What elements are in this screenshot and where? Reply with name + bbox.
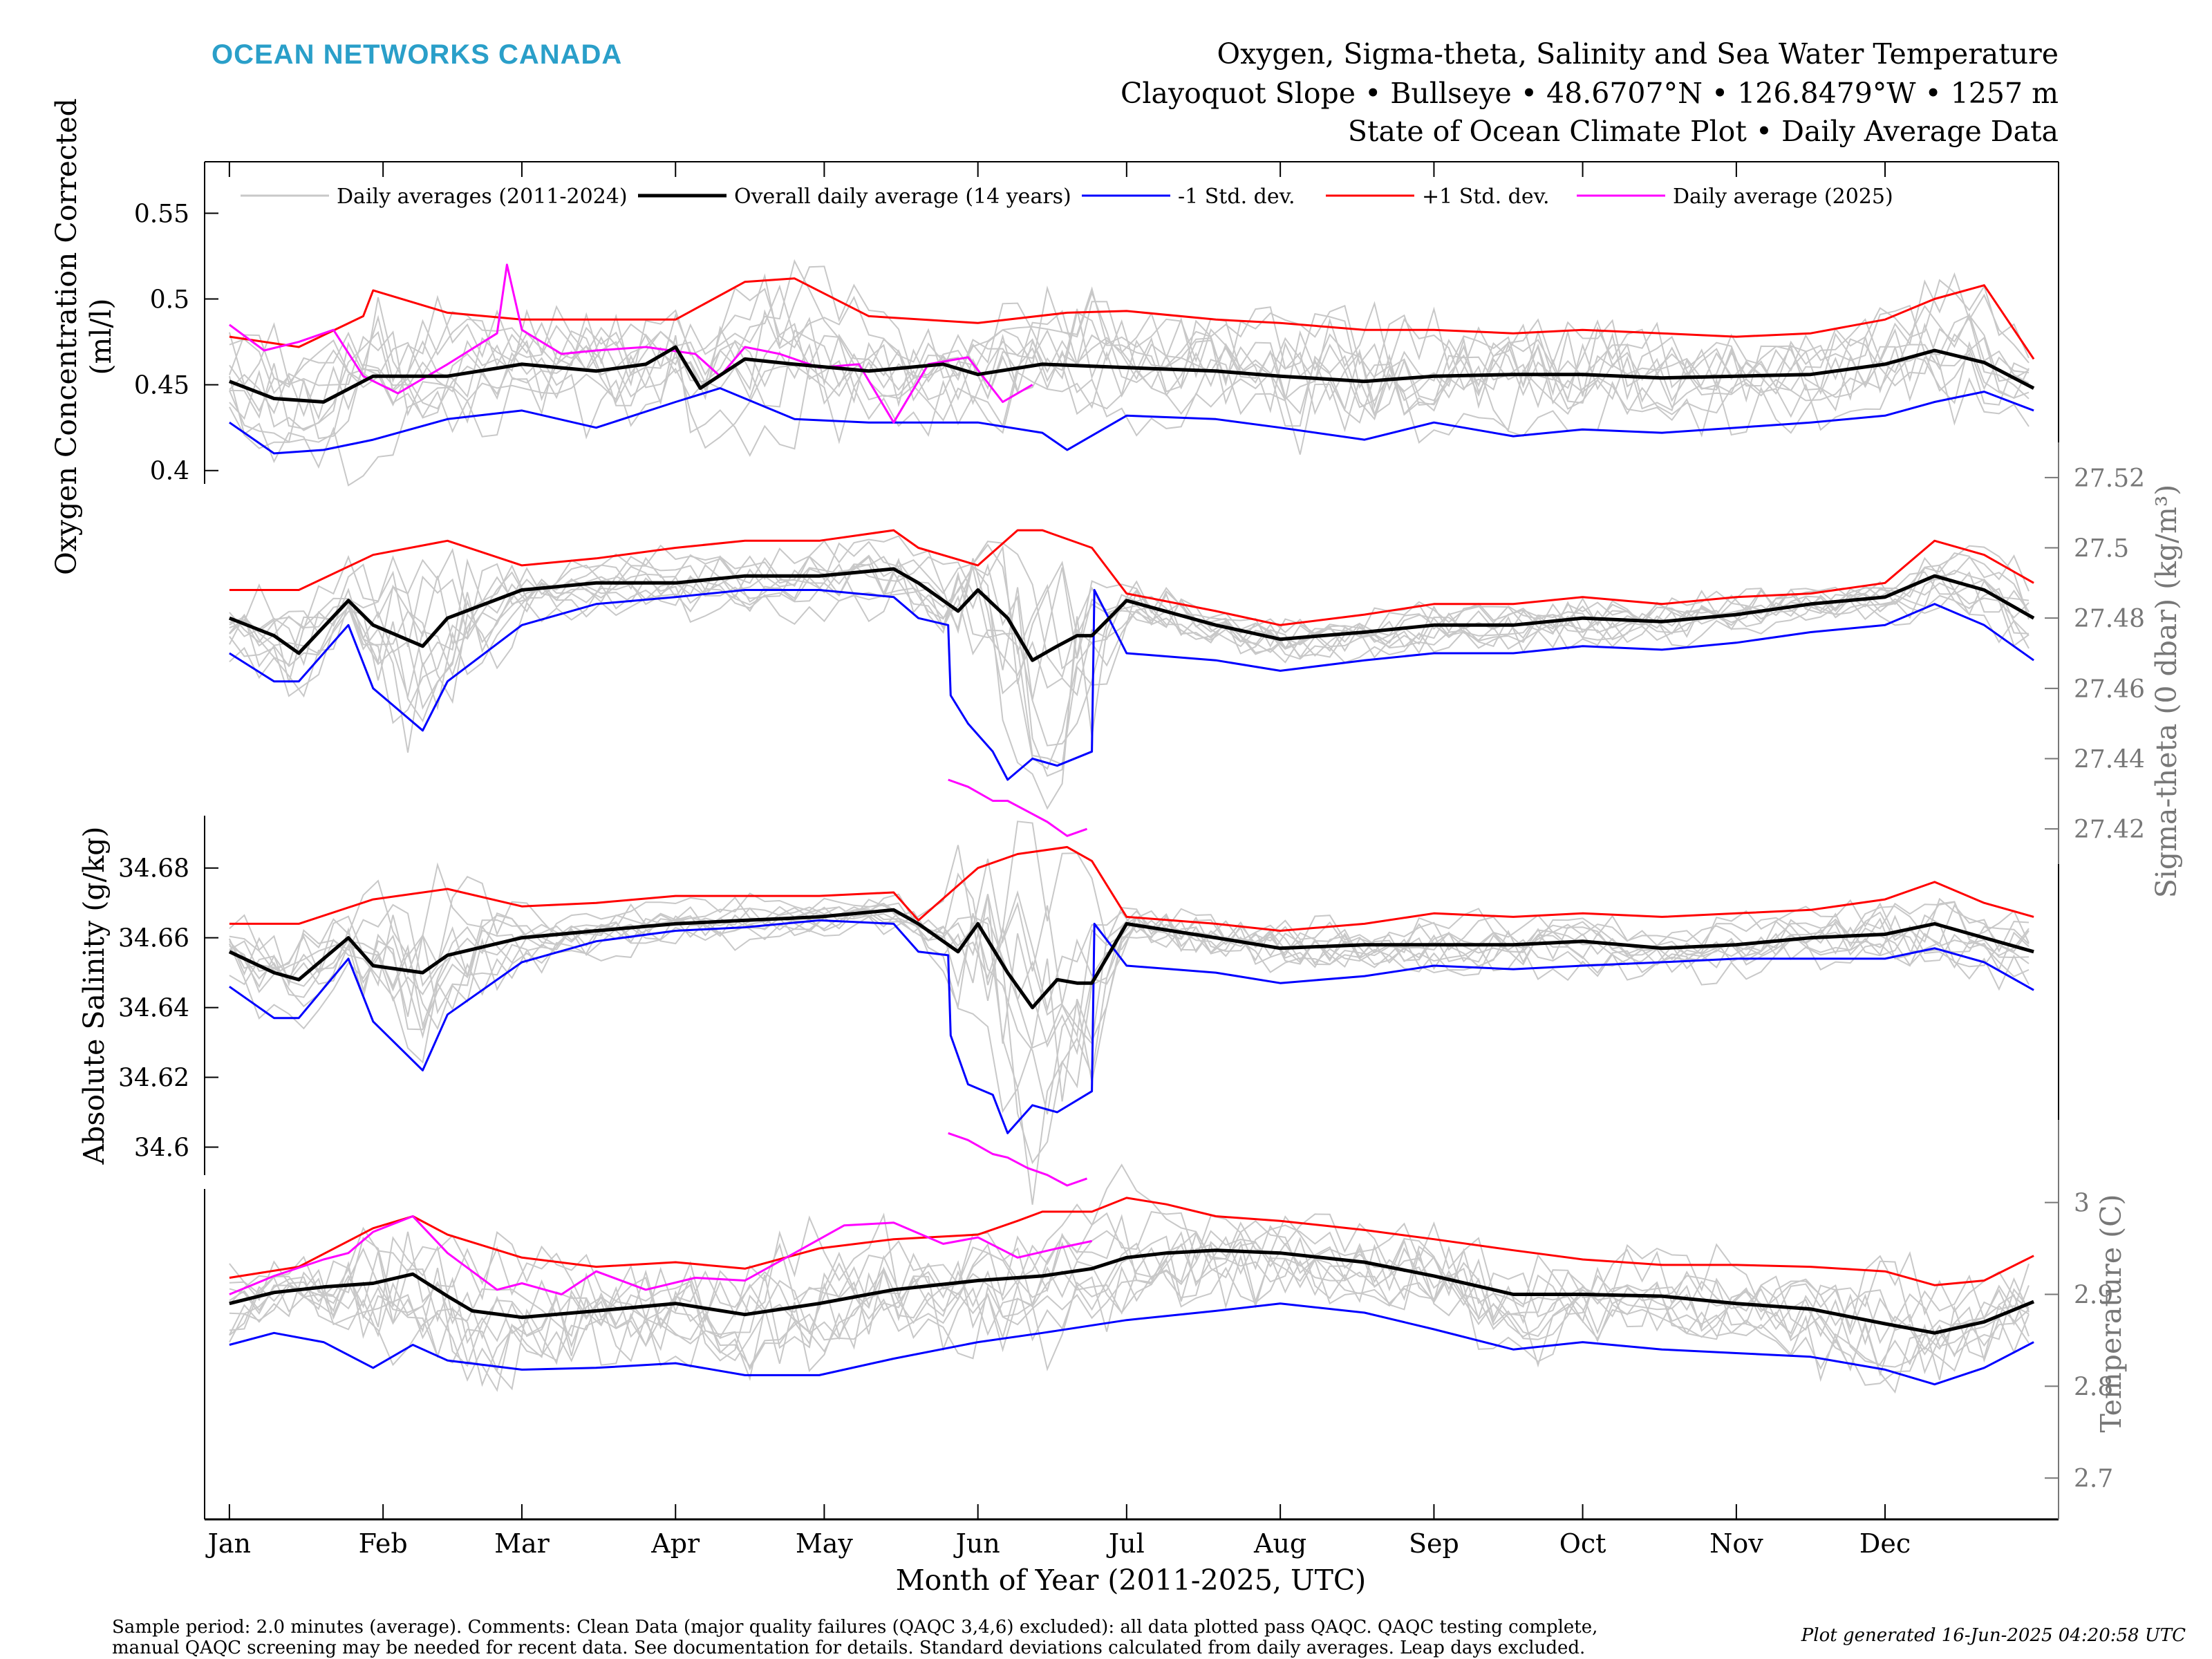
salinity-y-tick-label: 34.64	[118, 995, 189, 1023]
legend-label-overall-average: Overall daily average (14 years)	[734, 185, 1071, 209]
sigma-theta-daily-average-trace	[229, 556, 2030, 810]
oxygen-series-daily-average-2025-	[229, 263, 1033, 424]
x-tick-label: Jan	[205, 1528, 251, 1559]
sigma-theta-daily-average-trace	[229, 564, 2030, 747]
chart-title-line2: Clayoquot Slope • Bullseye • 48.6707°N •…	[1121, 77, 2059, 110]
sigma-theta-series-daily-average-2025-	[948, 778, 1087, 837]
oxygen-series--1-std-dev-	[229, 277, 2035, 360]
x-tick-label: Nov	[1709, 1528, 1763, 1559]
temperature-series-overall-daily-average-14-years-	[229, 1248, 2035, 1335]
temperature-y-tick-label: 2.7	[2074, 1465, 2113, 1493]
legend-label-daily-averages: Daily averages (2011-2024)	[337, 185, 628, 209]
oxygen-daily-average-trace	[228, 346, 2030, 487]
footer-generated: Plot generated 16-Jun-2025 04:20:58 UTC	[1801, 1625, 2186, 1646]
x-tick-label: Aug	[1253, 1528, 1306, 1559]
sigma-theta-series--1-std-dev-	[229, 529, 2034, 626]
sigma-theta-daily-average-trace	[229, 563, 2030, 700]
brand-logo-text: OCEAN NETWORKS CANADA	[212, 39, 622, 70]
salinity-series-overall-daily-average-14-years-	[228, 908, 2034, 1010]
temperature-y-tick-label: 2.8	[2074, 1373, 2113, 1401]
x-tick-label: Oct	[1559, 1528, 1606, 1559]
salinity-daily-average-trace	[229, 821, 2030, 987]
sigma-theta-series-overall-daily-average-14-years-	[228, 567, 2035, 662]
temperature-series--1-std-dev-	[229, 1302, 2034, 1386]
oxygen-y-tick-label: 0.55	[134, 200, 189, 228]
salinity-y-tick-label: 34.6	[134, 1134, 189, 1162]
salinity-daily-average-trace	[229, 845, 2030, 1038]
legend: Daily averages (2011-2024) Overall daily…	[241, 185, 1893, 209]
oxygen-y-tick-label: 0.4	[150, 458, 189, 486]
temperature-series--1-std-dev-	[229, 1197, 2034, 1286]
x-axis-label: Month of Year (2011-2025, UTC)	[896, 1564, 1367, 1597]
salinity-series--1-std-dev-	[229, 845, 2034, 932]
temperature-y-tick-label: 3	[2074, 1190, 2090, 1218]
sigma-theta-daily-average-trace	[229, 547, 2030, 700]
oxygen-y-tick-label: 0.5	[150, 286, 189, 315]
salinity-y-tick-label: 34.68	[118, 855, 189, 883]
oxygen-series-overall-daily-average-14-years-	[229, 345, 2035, 404]
x-tick-label: Jun	[953, 1528, 1000, 1559]
temperature-series-daily-average-2025-	[229, 1215, 1092, 1295]
salinity-series--1-std-dev-	[229, 919, 2034, 1134]
sigma-theta-y-tick-label: 27.5	[2074, 535, 2129, 563]
sigma-theta-daily-average-trace	[229, 563, 2030, 777]
salinity-daily-average-trace	[229, 894, 2030, 1165]
temperature-y-tick-label: 2.9	[2074, 1281, 2113, 1309]
chart-title-line1: Oxygen, Sigma-theta, Salinity and Sea Wa…	[1217, 37, 2059, 71]
salinity-y-tick-label: 34.62	[118, 1065, 189, 1093]
sigma-theta-y-tick-label: 27.44	[2074, 746, 2145, 774]
salinity-y-axis-label: Absolute Salinity (g/kg)	[77, 827, 111, 1165]
sigma-y-axis-label: Sigma-theta (0 dbar) (kg/m³)	[2150, 485, 2183, 899]
sigma-theta-y-tick-label: 27.48	[2074, 605, 2145, 633]
oxygen-y-axis-label-line2: (ml/l)	[84, 299, 118, 375]
oxygen-daily-average-trace	[229, 329, 2030, 431]
sigma-theta-y-tick-label: 27.46	[2074, 675, 2145, 704]
salinity-series-daily-average-2025-	[948, 1132, 1087, 1187]
x-tick-label: May	[796, 1528, 854, 1559]
sigma-theta-series--1-std-dev-	[229, 589, 2034, 781]
chart-title-line3: State of Ocean Climate Plot • Daily Aver…	[1348, 115, 2059, 148]
sigma-theta-daily-average-trace	[229, 577, 2030, 766]
salinity-daily-average-trace	[229, 902, 2030, 1205]
daily-averages-traces	[228, 259, 2030, 1394]
x-tick-label: Dec	[1859, 1528, 1911, 1559]
sigma-theta-y-tick-label: 27.42	[2074, 816, 2145, 844]
footer-line2: manual QAQC screening may be needed for …	[112, 1638, 1585, 1658]
oxygen-daily-average-trace	[229, 335, 2030, 457]
sigma-theta-y-tick-label: 27.52	[2074, 465, 2145, 493]
legend-label-2025: Daily average (2025)	[1673, 185, 1893, 209]
x-tick-label: Mar	[494, 1528, 550, 1559]
x-tick-label: Sep	[1409, 1528, 1459, 1559]
legend-label-plus-std: +1 Std. dev.	[1422, 185, 1550, 209]
temperature-daily-average-trace	[229, 1163, 2030, 1330]
oxygen-daily-average-trace	[229, 287, 2030, 420]
oxygen-y-tick-label: 0.45	[134, 372, 189, 400]
temperature-daily-average-trace	[229, 1203, 2030, 1331]
temperature-daily-average-trace	[229, 1257, 2030, 1377]
series-lines	[228, 263, 2035, 1386]
x-tick-label: Apr	[650, 1528, 700, 1559]
footer-line1: Sample period: 2.0 minutes (average). Co…	[112, 1617, 1597, 1638]
x-tick-label: Feb	[359, 1528, 408, 1559]
oxygen-daily-average-trace	[228, 279, 2030, 402]
axes: Jan Feb Mar Apr May Jun Jul Aug Sep Oct Nov Dec 0.4 0…	[50, 98, 2183, 1559]
legend-label-minus-std: -1 Std. dev.	[1178, 185, 1295, 209]
salinity-y-tick-label: 34.66	[118, 925, 189, 953]
temperature-y-axis-label: Temperature (C)	[2094, 1194, 2128, 1433]
oxygen-daily-average-trace	[228, 265, 2030, 407]
temperature-daily-average-trace	[229, 1240, 2030, 1392]
x-tick-label: Jul	[1106, 1528, 1145, 1559]
oxygen-y-axis-label-line1: Oxygen Concentration Corrected	[50, 98, 83, 575]
oxygen-series--1-std-dev-	[229, 387, 2034, 455]
